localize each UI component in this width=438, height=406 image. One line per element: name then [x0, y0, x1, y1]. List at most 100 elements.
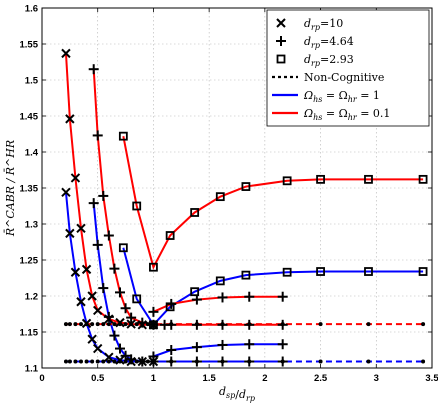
marker-square: [316, 174, 325, 184]
series-markers-9: [148, 339, 288, 362]
x-axis-label: dsp/drp: [219, 385, 255, 403]
marker-dot: [140, 359, 145, 364]
marker-dot: [220, 359, 225, 364]
x-tick-label: 3: [374, 373, 379, 384]
marker-dot: [63, 322, 68, 327]
marker-dot: [247, 322, 252, 327]
series-line: [153, 343, 283, 358]
marker-square: [118, 243, 128, 253]
marker-dot: [280, 359, 285, 364]
marker-square: [282, 176, 292, 186]
marker-square: [132, 294, 142, 304]
marker-dot: [280, 322, 285, 327]
marker-square: [282, 267, 292, 277]
marker-dot: [169, 359, 174, 364]
marker-dot: [84, 322, 89, 327]
marker-dot: [63, 359, 68, 364]
legend-label: drp=4.64: [304, 35, 354, 50]
marker-square: [215, 192, 225, 202]
marker-x: [276, 18, 286, 28]
series-line: [122, 247, 424, 327]
marker-x: [65, 228, 75, 239]
series-4: [122, 135, 424, 270]
marker-dot: [106, 322, 111, 327]
marker-dot: [169, 322, 174, 327]
series-markers-4: [118, 131, 428, 272]
legend-entry-3: Non-Cognitive: [272, 71, 384, 84]
marker-dot: [140, 322, 145, 327]
marker-dot: [194, 359, 199, 364]
marker-dot: [118, 359, 122, 364]
marker-dot: [318, 322, 323, 327]
marker-dot: [145, 322, 150, 327]
series-8: [153, 295, 283, 313]
y-tick-label: 1.6: [25, 4, 38, 15]
marker-square: [364, 267, 373, 276]
legend-label: drp=2.93: [304, 53, 354, 68]
marker-dot: [101, 322, 106, 327]
series-markers-5: [118, 243, 428, 330]
x-tick-label: 3.5: [425, 373, 438, 384]
x-tick-label: 2: [262, 373, 267, 384]
marker-square: [364, 174, 373, 184]
marker-x: [76, 223, 86, 234]
marker-dot: [129, 322, 134, 327]
marker-dot: [134, 359, 139, 364]
legend-entry-4: Ωhs = Ωhr = 1: [272, 89, 380, 104]
y-tick-label: 1.55: [20, 40, 39, 51]
marker-dot: [79, 322, 83, 327]
marker-square: [418, 174, 428, 184]
marker-dot: [129, 359, 134, 364]
marker-dot: [145, 359, 150, 364]
marker-dot: [118, 322, 122, 327]
marker-dot: [73, 322, 78, 327]
series-layer: [61, 48, 428, 367]
series-line: [153, 295, 283, 313]
series-markers-1: [61, 187, 159, 367]
marker-dot: [95, 322, 100, 327]
marker-dot: [112, 359, 117, 364]
y-tick-label: 1.35: [20, 184, 39, 195]
marker-dot: [106, 359, 111, 364]
series-5: [122, 247, 424, 327]
y-tick-label: 1.1: [25, 364, 39, 375]
y-axis-label: R̄^CABR / R̄^HR: [4, 140, 17, 237]
marker-dot: [84, 359, 89, 364]
legend-entry-1: drp=4.64: [276, 35, 354, 50]
marker-x: [65, 114, 75, 124]
marker-dot: [90, 359, 95, 364]
marker-x: [61, 48, 71, 59]
marker-dot: [95, 359, 100, 364]
x-tick-label: 1: [151, 373, 157, 384]
marker-dot: [247, 359, 252, 364]
marker-square: [149, 320, 158, 330]
marker-square: [316, 267, 325, 276]
marker-dot: [123, 322, 128, 327]
marker-square: [118, 131, 128, 141]
legend-entry-5: Ωhs = Ωhr = 0.1: [272, 107, 390, 122]
marker-dot: [366, 359, 371, 364]
y-tick-label: 1.45: [20, 112, 39, 123]
marker-dot: [366, 322, 371, 327]
series-markers-6: [63, 322, 426, 327]
marker-dot: [194, 322, 199, 327]
marker-x: [76, 297, 86, 307]
marker-x: [70, 173, 81, 183]
series-line: [122, 135, 424, 270]
marker-square: [165, 231, 175, 240]
y-tick-label: 1.4: [25, 148, 39, 159]
y-tick-label: 1.2: [25, 292, 38, 303]
marker-x: [81, 264, 92, 275]
series-markers-7: [63, 359, 426, 364]
x-tick-label: 0: [39, 373, 44, 384]
x-tick-label: 1.5: [203, 373, 217, 384]
marker-dot: [151, 322, 156, 327]
x-tick-label: 2.5: [314, 373, 328, 384]
legend-label: Ωhs = Ωhr = 1: [303, 89, 380, 104]
legend: drp=10 drp=4.64 drp=2.93 Non-Cognitive Ωhs =…: [266, 9, 430, 127]
marker-dot: [101, 359, 106, 364]
marker-square: [190, 287, 200, 297]
legend-label: drp=10: [304, 17, 343, 32]
marker-dot: [421, 322, 426, 327]
